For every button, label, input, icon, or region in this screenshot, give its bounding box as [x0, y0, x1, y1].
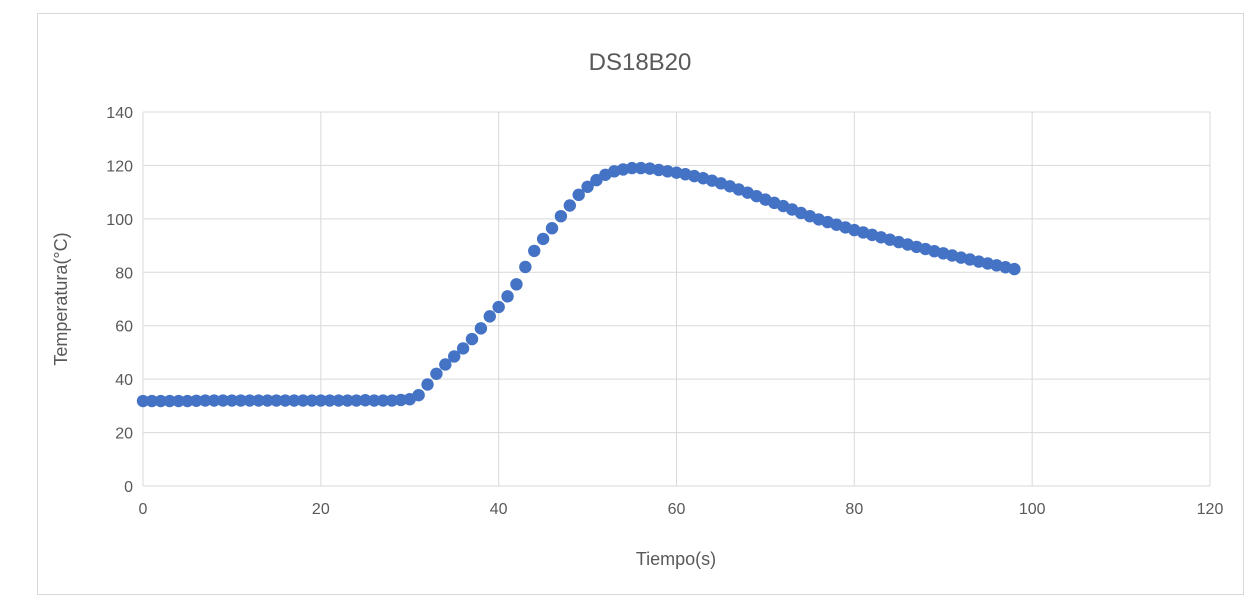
data-point: [528, 244, 541, 258]
data-point: [465, 332, 479, 346]
data-point: [554, 209, 568, 223]
x-tick-label: 0: [139, 501, 148, 518]
data-point: [474, 322, 488, 335]
data-point: [279, 394, 292, 407]
x-tick-label: 40: [490, 501, 508, 518]
data-point: [163, 394, 176, 408]
y-tick-label: 80: [115, 265, 133, 282]
data-point: [136, 394, 150, 408]
data-point: [439, 358, 452, 371]
data-point: [634, 161, 648, 175]
x-tick-label: 60: [668, 501, 686, 518]
data-point: [350, 394, 363, 407]
data-point: [412, 388, 425, 402]
x-tick-label: 120: [1197, 501, 1224, 518]
chart-title: DS18B20: [589, 49, 692, 76]
data-point: [207, 394, 221, 407]
y-tick-label: 120: [106, 158, 133, 175]
y-tick-label: 60: [115, 319, 133, 336]
data-point: [145, 394, 159, 408]
data-point: [305, 394, 319, 407]
data-point: [252, 394, 265, 407]
data-point: [199, 394, 212, 407]
gridlines: [142, 111, 1211, 487]
data-point: [590, 173, 603, 187]
data-point: [376, 394, 390, 407]
data-point: [225, 394, 239, 407]
y-tick-label: 100: [106, 212, 133, 229]
data-point: [1008, 262, 1021, 276]
data-point: [519, 260, 532, 274]
data-point: [563, 199, 576, 212]
data-point: [341, 394, 354, 407]
data-point: [287, 394, 301, 407]
data-point: [296, 394, 310, 407]
data-point: [430, 367, 443, 380]
data-point: [181, 394, 194, 408]
x-tick-label: 100: [1019, 501, 1046, 518]
data-point: [501, 290, 514, 303]
data-point: [261, 394, 274, 407]
data-point: [581, 180, 594, 193]
data-point: [421, 378, 434, 391]
data-point: [314, 394, 328, 407]
x-axis-label: Tiempo(s): [636, 549, 716, 569]
data-point: [510, 278, 523, 291]
data-point: [492, 300, 505, 314]
data-point: [243, 394, 256, 407]
data-points: [136, 161, 1021, 408]
data-point: [536, 232, 550, 246]
data-point: [385, 394, 399, 407]
chart-frame: [37, 13, 1244, 595]
data-point: [572, 188, 585, 202]
data-point: [483, 310, 496, 323]
data-point: [394, 393, 408, 407]
data-point: [367, 394, 381, 407]
data-point: [448, 350, 461, 363]
data-point: [172, 394, 185, 408]
data-point: [190, 394, 203, 407]
y-tick-label: 40: [115, 372, 133, 389]
x-tick-label: 80: [845, 501, 863, 518]
data-point: [234, 394, 248, 407]
data-point: [545, 222, 559, 235]
data-point: [270, 394, 283, 407]
y-tick-label: 0: [124, 479, 133, 496]
y-tick-label: 140: [106, 105, 133, 122]
tick-labels: 0 20 40 60 80 100 120 140 0 20 40 60 80 100 120: [106, 105, 1223, 518]
data-point: [359, 394, 372, 407]
data-point: [332, 394, 345, 407]
data-point: [625, 161, 639, 175]
data-point: [154, 394, 167, 408]
x-tick-label: 20: [312, 501, 330, 518]
data-point: [216, 394, 230, 407]
data-point: [323, 394, 336, 407]
y-axis-label: Temperatura(°C): [51, 232, 71, 365]
y-tick-label: 20: [115, 426, 133, 443]
data-point: [456, 342, 470, 355]
